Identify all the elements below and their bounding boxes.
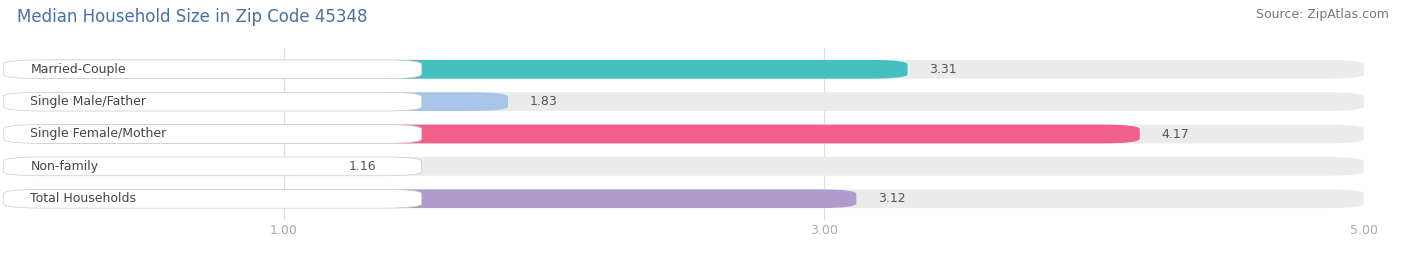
FancyBboxPatch shape xyxy=(3,189,422,208)
FancyBboxPatch shape xyxy=(3,157,422,176)
Text: 1.16: 1.16 xyxy=(349,160,377,173)
FancyBboxPatch shape xyxy=(14,92,508,111)
Text: Median Household Size in Zip Code 45348: Median Household Size in Zip Code 45348 xyxy=(17,8,367,26)
Text: 3.31: 3.31 xyxy=(929,63,957,76)
Text: 1.83: 1.83 xyxy=(530,95,557,108)
Text: Married-Couple: Married-Couple xyxy=(31,63,127,76)
FancyBboxPatch shape xyxy=(3,60,422,79)
FancyBboxPatch shape xyxy=(14,157,328,176)
FancyBboxPatch shape xyxy=(3,92,422,111)
Text: 3.12: 3.12 xyxy=(877,192,905,205)
Text: Single Male/Father: Single Male/Father xyxy=(31,95,146,108)
FancyBboxPatch shape xyxy=(14,60,908,79)
Text: Total Households: Total Households xyxy=(31,192,136,205)
Text: Single Female/Mother: Single Female/Mother xyxy=(31,128,166,140)
FancyBboxPatch shape xyxy=(14,60,1364,79)
Text: Non-family: Non-family xyxy=(31,160,98,173)
FancyBboxPatch shape xyxy=(14,92,1364,111)
FancyBboxPatch shape xyxy=(14,125,1140,143)
Text: 4.17: 4.17 xyxy=(1161,128,1189,140)
Text: Source: ZipAtlas.com: Source: ZipAtlas.com xyxy=(1256,8,1389,21)
FancyBboxPatch shape xyxy=(14,125,1364,143)
FancyBboxPatch shape xyxy=(3,125,422,143)
FancyBboxPatch shape xyxy=(14,189,856,208)
FancyBboxPatch shape xyxy=(14,189,1364,208)
FancyBboxPatch shape xyxy=(14,157,1364,176)
